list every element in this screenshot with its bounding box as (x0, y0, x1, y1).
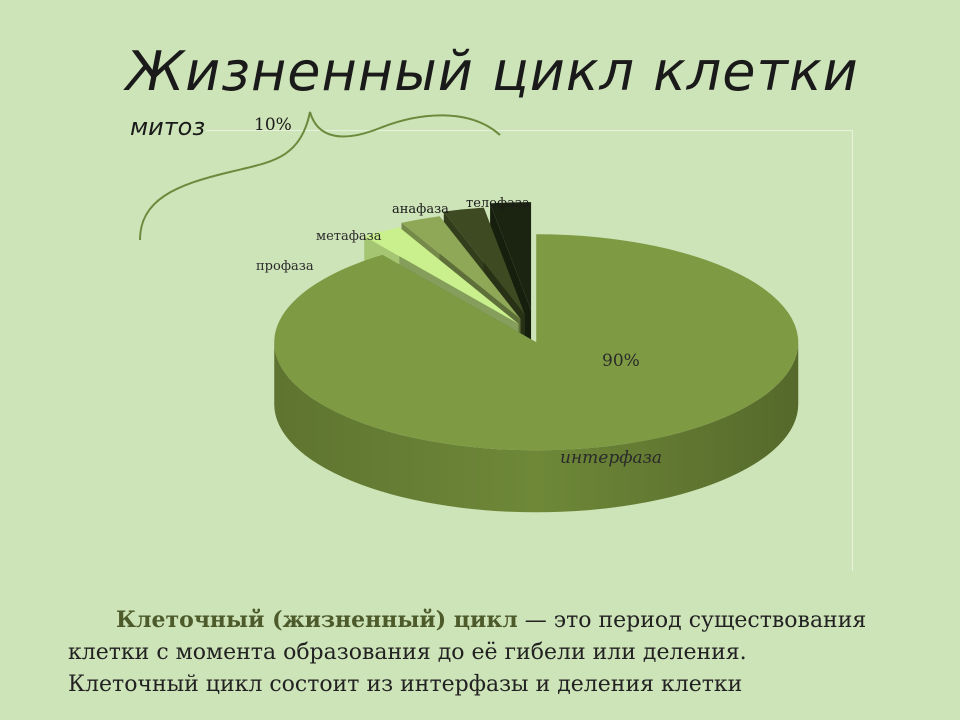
definition-line-1: — это период существования (517, 608, 867, 633)
slice-name-phase-3: анафаза (392, 202, 449, 217)
definition-line-3: Клеточный цикл состоит из интерфазы и де… (68, 672, 743, 697)
slice-value-interphase: 90% (602, 351, 640, 371)
group-value-mitosis: 10% (254, 115, 292, 135)
chart-area-frame (206, 130, 853, 571)
slice-name-interphase: интерфаза (560, 448, 662, 468)
description-text: Клеточный (жизненный) цикл — это период … (68, 604, 928, 701)
slice-top-face (490, 202, 532, 311)
pie-slice-interphase (274, 234, 799, 513)
slice-top-face (364, 227, 519, 324)
slice-top-face (274, 234, 799, 451)
slice-side-wall (274, 342, 799, 513)
slice-top-face (443, 207, 525, 315)
slice-name-phase-2: метафаза (316, 229, 382, 244)
definition-line-2: клетки с момента образования до её гибел… (68, 640, 747, 665)
slice-top-face (401, 216, 521, 319)
mitosis-brace (139, 111, 501, 241)
group-name-mitosis: митоз (130, 113, 205, 141)
slice-name-phase-4: телофаза (466, 196, 530, 211)
term-cell-cycle: Клеточный (жизненный) цикл (116, 607, 518, 633)
slide-title: Жизненный цикл клетки (126, 40, 859, 103)
slice-name-phase-1: профаза (256, 259, 314, 274)
